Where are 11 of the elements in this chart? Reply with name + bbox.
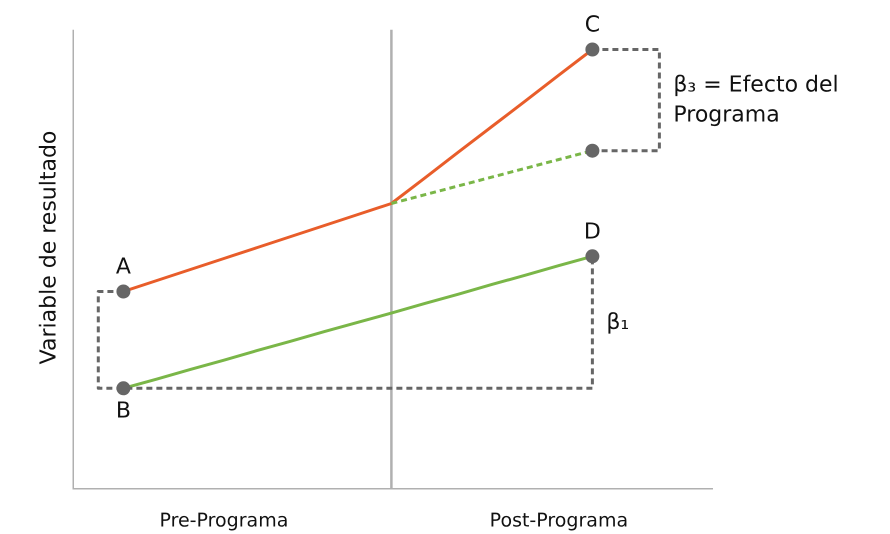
y-axis-title: Variable de resultado	[36, 130, 62, 364]
annotation: D	[584, 219, 601, 244]
text: C	[584, 12, 600, 38]
annotation: A	[116, 254, 131, 280]
x-tick-label: Post-Programa	[490, 510, 628, 532]
annotation: β₃ = Efecto del Programa	[673, 72, 839, 128]
x-tick-label: Pre-Programa	[159, 510, 288, 532]
point	[585, 144, 600, 158]
annotation: β₁	[606, 310, 630, 335]
annotation: B	[116, 398, 131, 424]
point	[585, 249, 600, 264]
